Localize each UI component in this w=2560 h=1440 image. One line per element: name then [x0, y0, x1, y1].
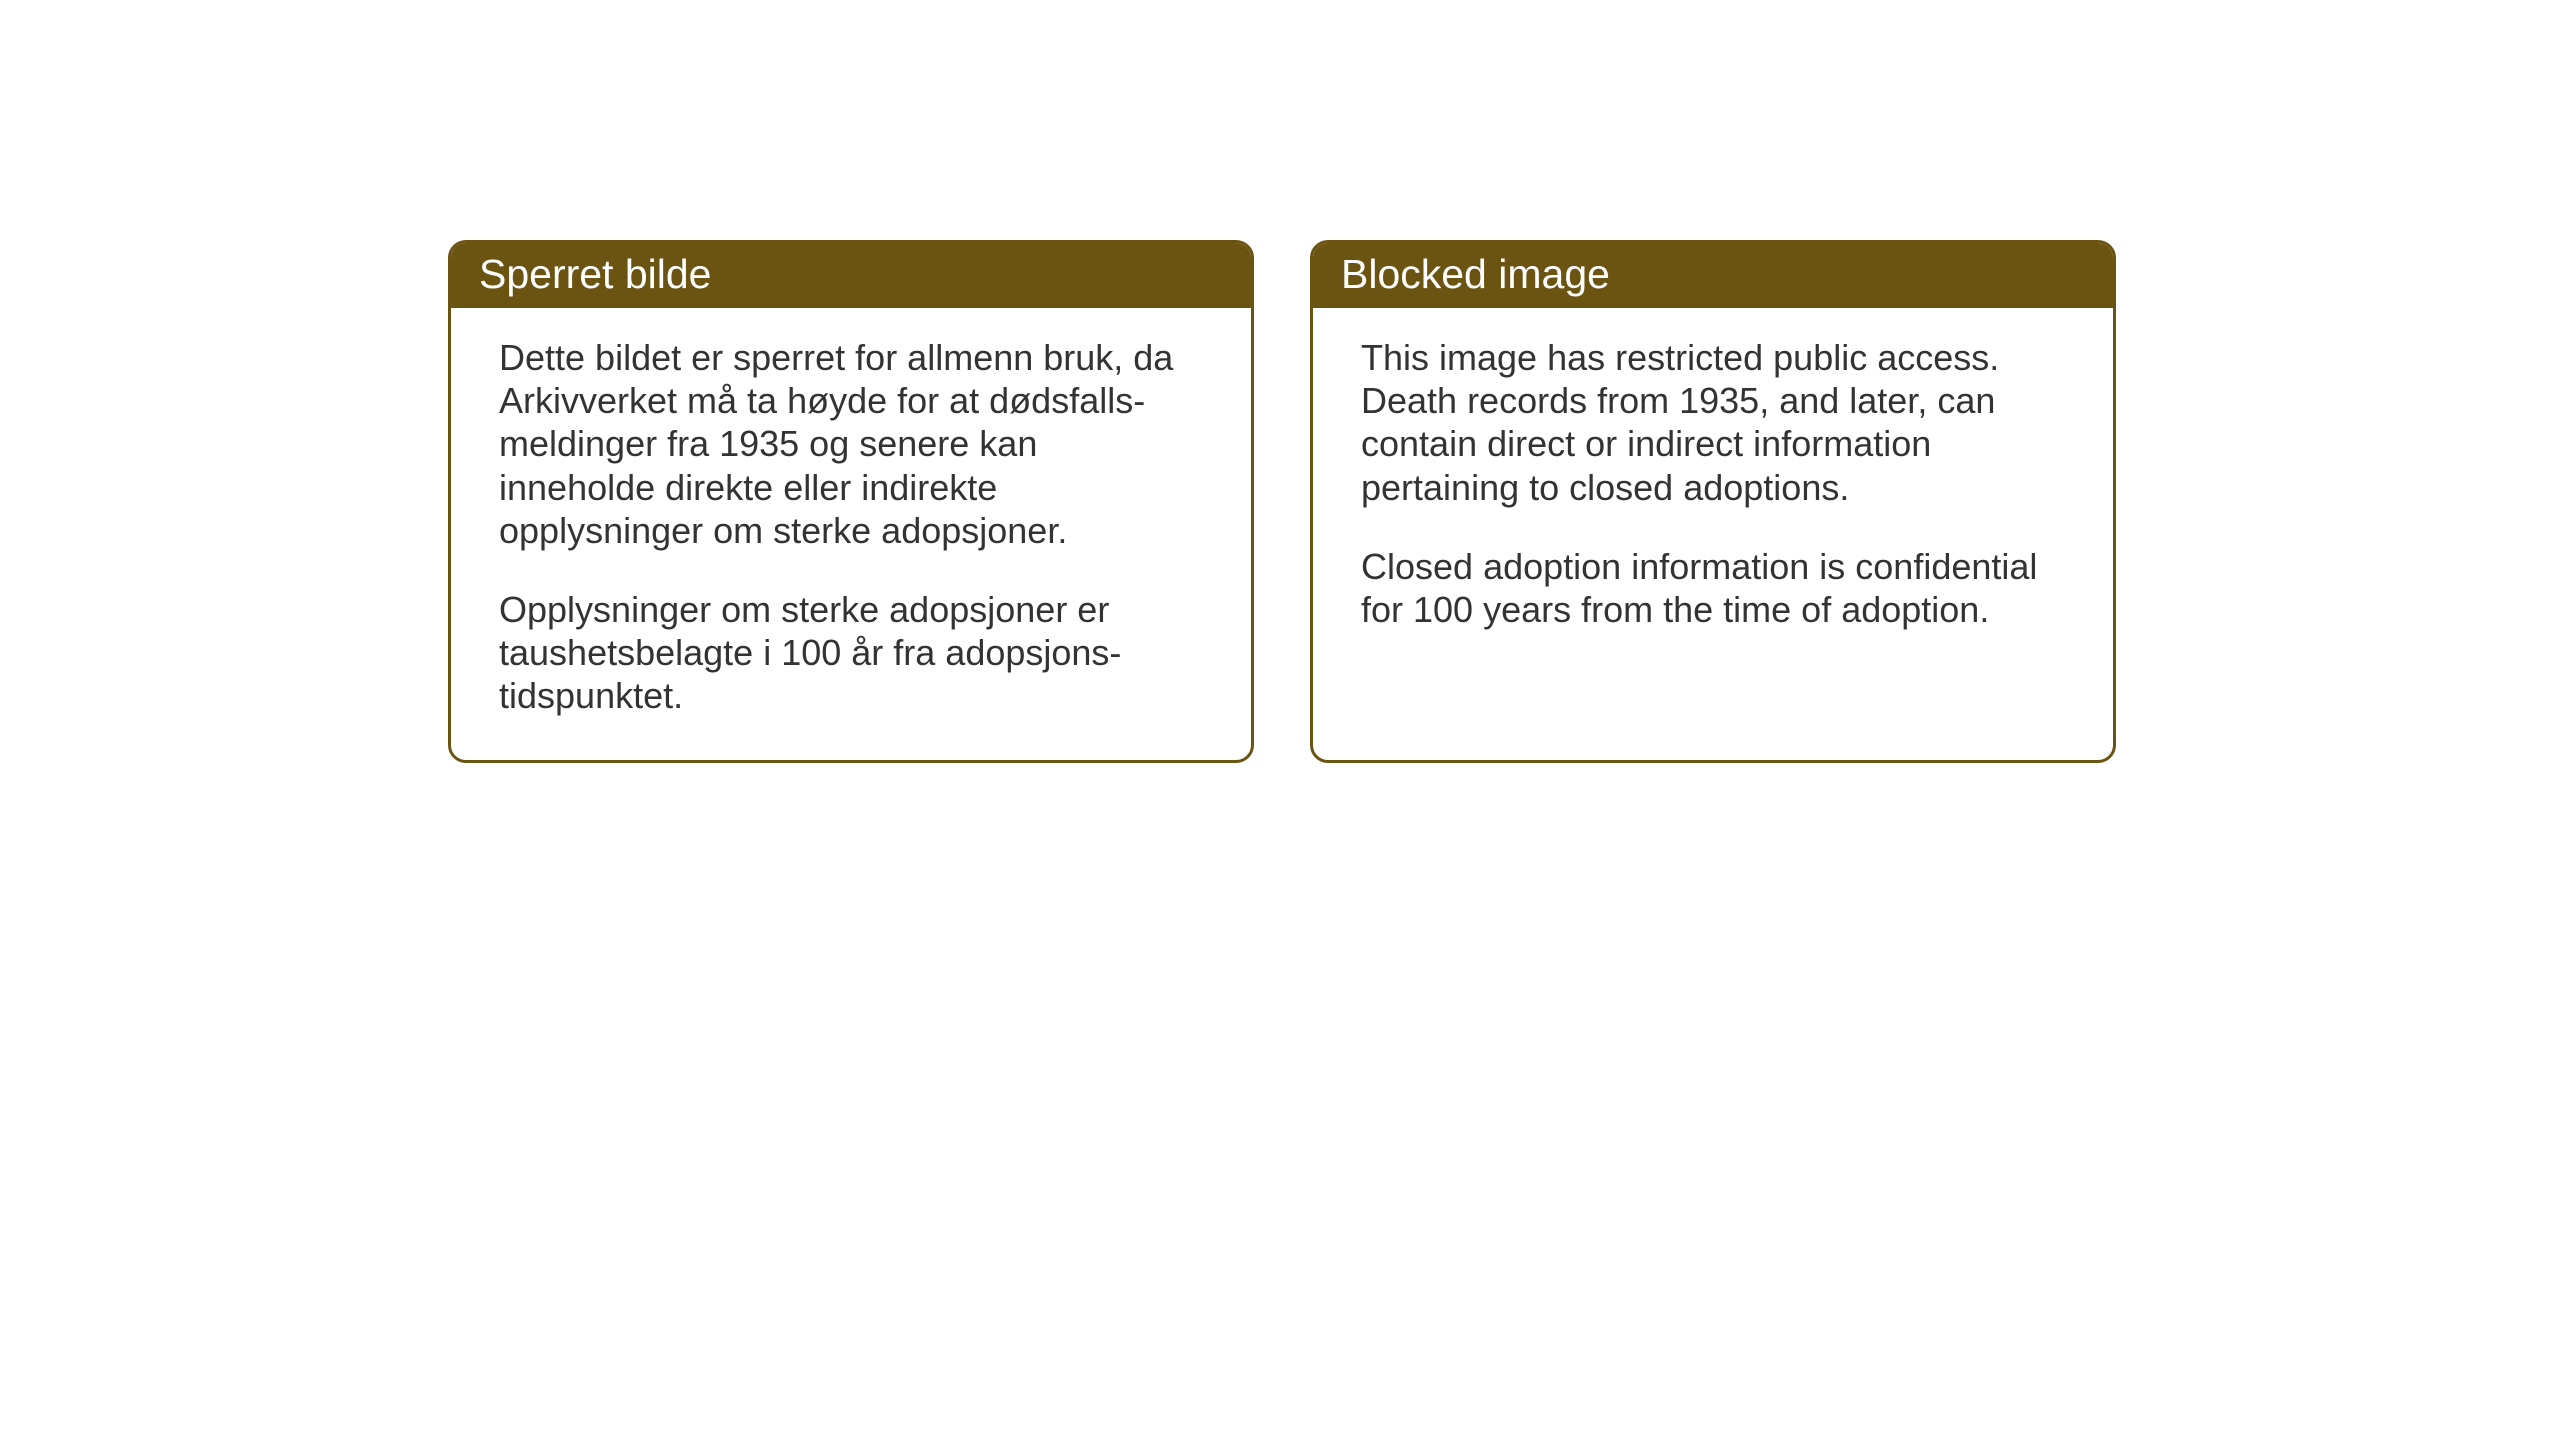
- notice-container: Sperret bilde Dette bildet er sperret fo…: [448, 240, 2116, 763]
- english-paragraph-2: Closed adoption information is confident…: [1361, 545, 2065, 631]
- english-paragraph-1: This image has restricted public access.…: [1361, 336, 2065, 509]
- english-notice-card: Blocked image This image has restricted …: [1310, 240, 2116, 763]
- english-card-body: This image has restricted public access.…: [1313, 308, 2113, 673]
- norwegian-paragraph-1: Dette bildet er sperret for allmenn bruk…: [499, 336, 1203, 552]
- norwegian-card-title: Sperret bilde: [451, 243, 1251, 308]
- english-card-title: Blocked image: [1313, 243, 2113, 308]
- norwegian-card-body: Dette bildet er sperret for allmenn bruk…: [451, 308, 1251, 760]
- norwegian-paragraph-2: Opplysninger om sterke adopsjoner er tau…: [499, 588, 1203, 718]
- norwegian-notice-card: Sperret bilde Dette bildet er sperret fo…: [448, 240, 1254, 763]
